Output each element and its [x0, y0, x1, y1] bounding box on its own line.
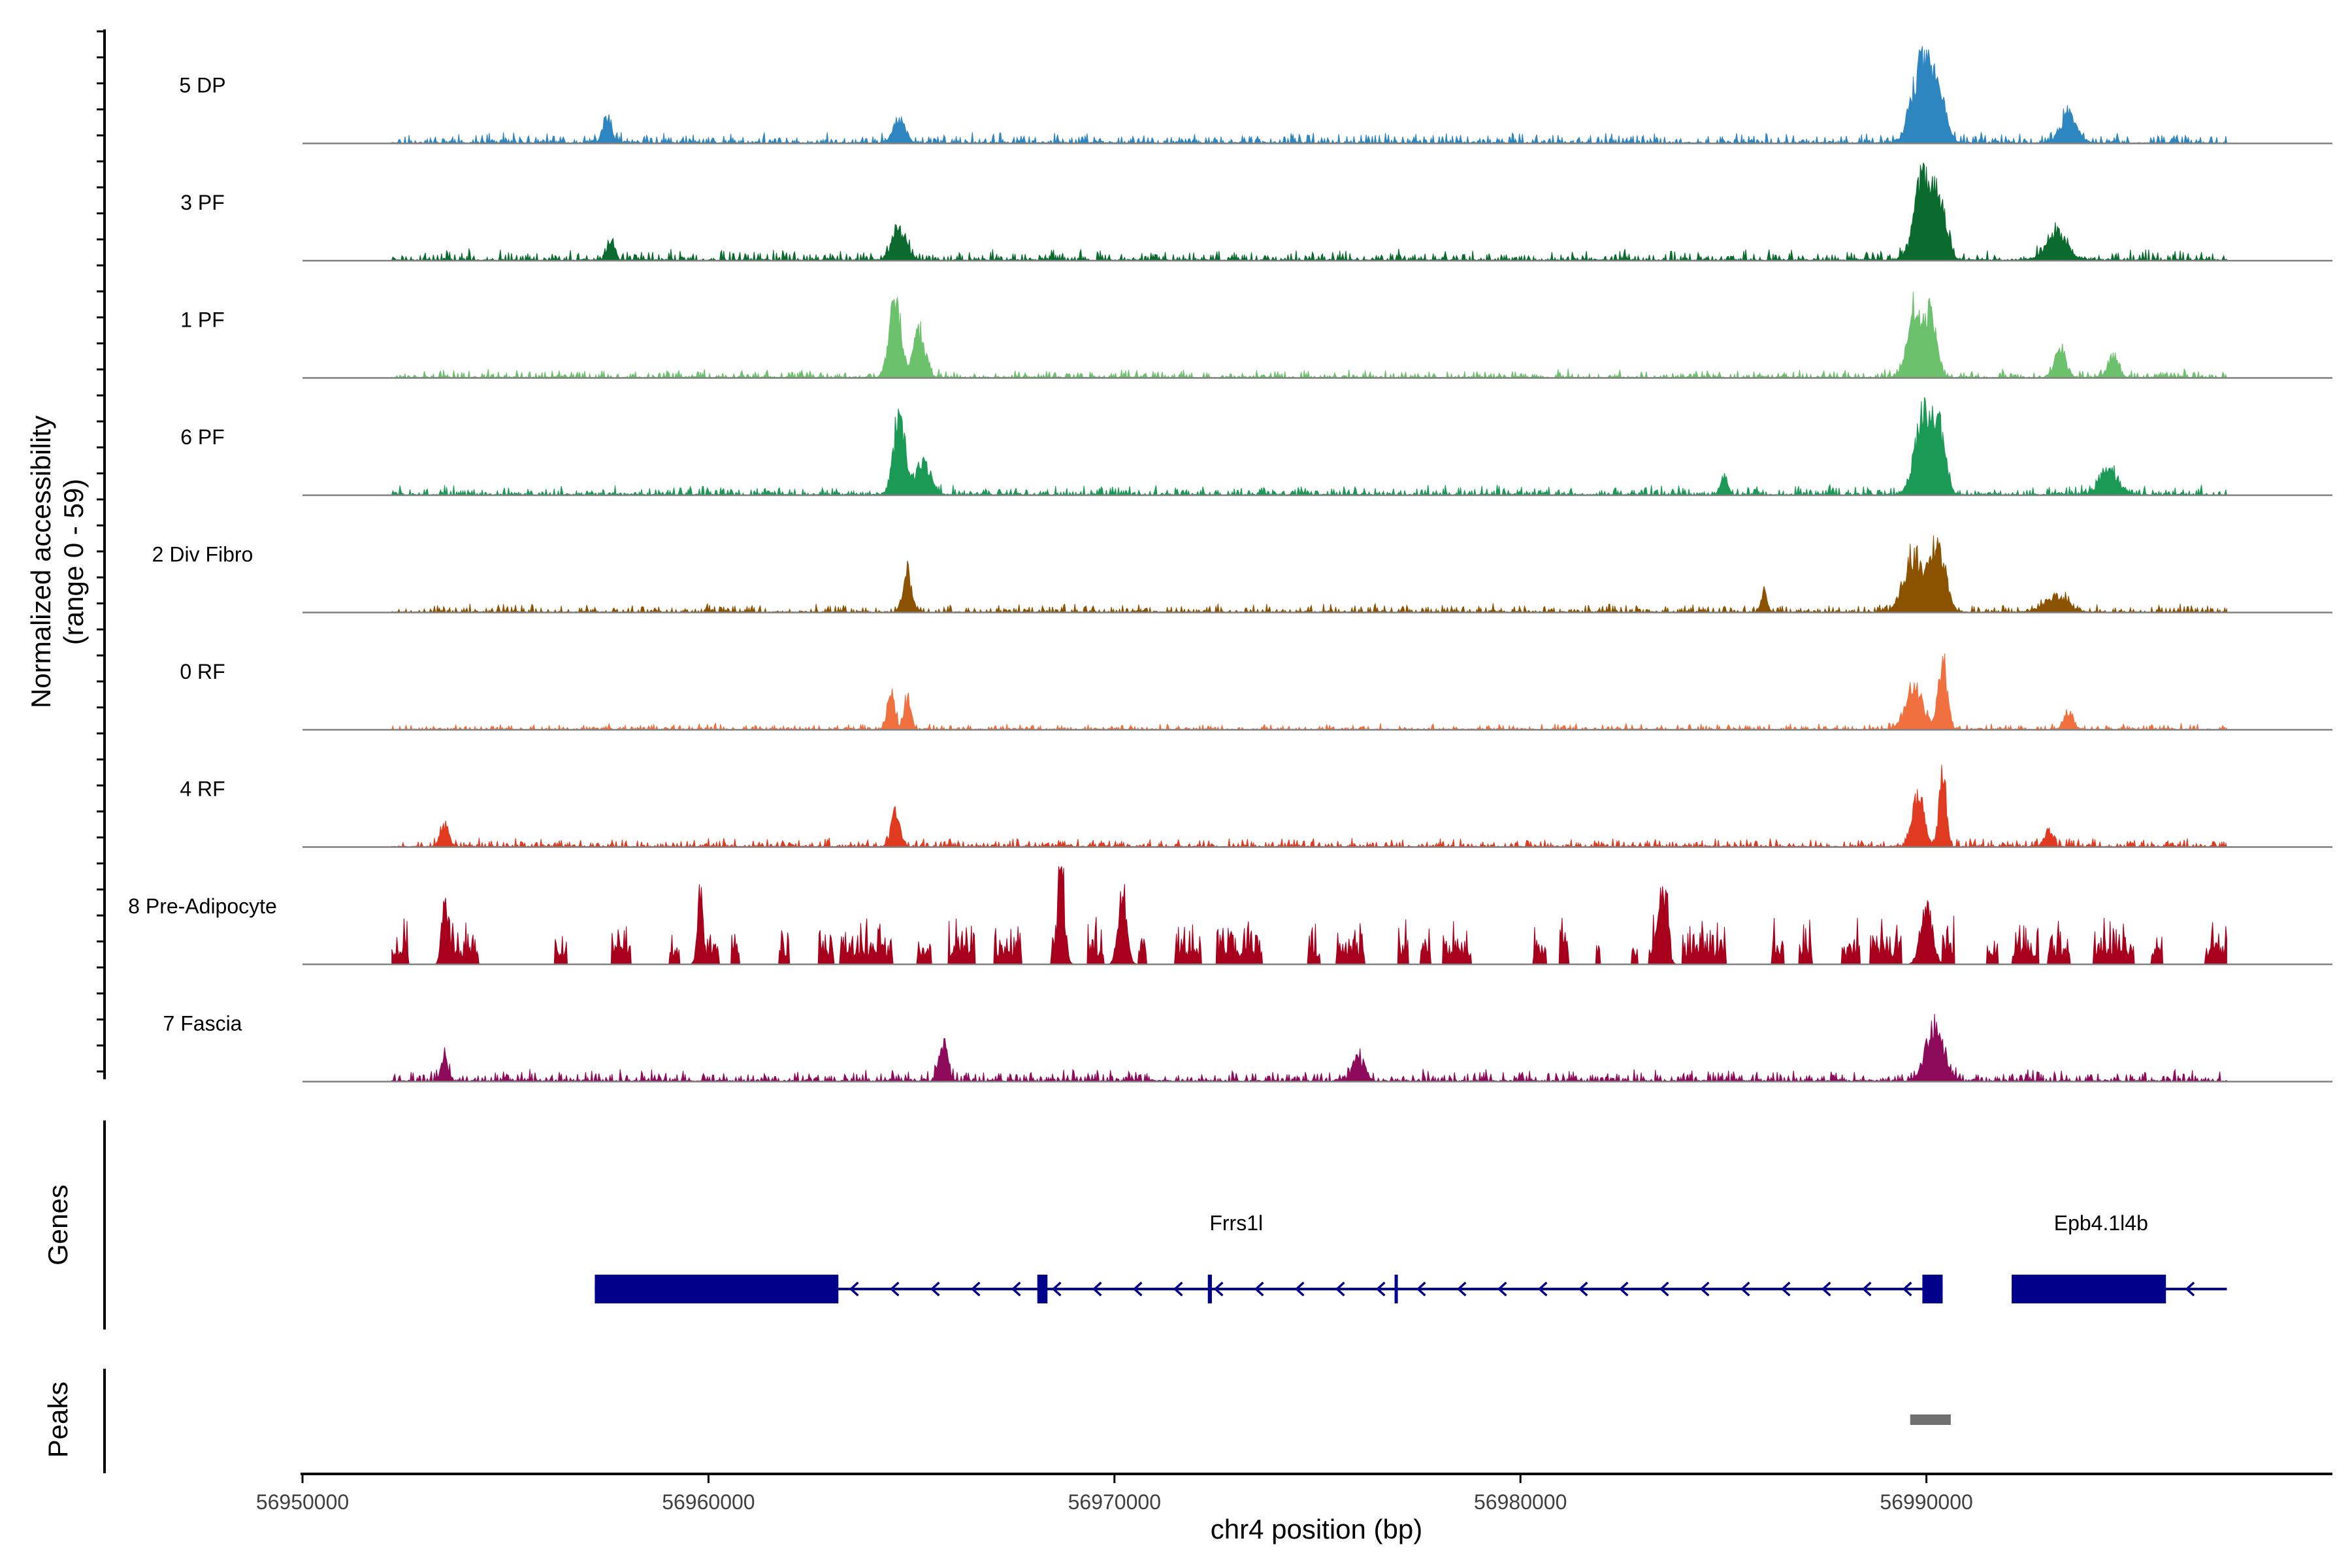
- strand-arrow: [1902, 1281, 1912, 1297]
- x-tick-label: 56980000: [1474, 1490, 1567, 1514]
- gene-name: Epb4.1l4b: [2054, 1211, 2148, 1235]
- track-7: 8 Pre-Adipocyte: [128, 866, 2332, 966]
- strand-arrow: [930, 1281, 940, 1297]
- gene-exon: [1207, 1275, 1212, 1303]
- gene-annotations: Frrs1l Epb4.1l4b: [595, 1211, 2227, 1303]
- strand-arrow: [2185, 1281, 2195, 1297]
- track-2: 1 PF: [180, 291, 2332, 380]
- x-tick-label: 56970000: [1068, 1490, 1161, 1514]
- track-8: 7 Fascia: [163, 1012, 2332, 1083]
- strand-arrow: [1821, 1281, 1831, 1297]
- strand-arrow: [1375, 1281, 1386, 1297]
- coverage-tracks: 5 DP 3 PF 1 PF 6 PF 2 Div Fibro 0 RF 4 RF 8 Pre…: [128, 46, 2332, 1083]
- gene-exon: [1394, 1275, 1398, 1303]
- strand-arrow: [1254, 1281, 1264, 1297]
- strand-arrow: [1011, 1281, 1021, 1297]
- track-label: 1 PF: [180, 308, 225, 332]
- gene-0: Frrs1l: [595, 1211, 1943, 1303]
- strand-arrow: [1578, 1281, 1588, 1297]
- coverage-area: [391, 535, 2227, 614]
- peak-region-bar: [1910, 1414, 1951, 1425]
- track-3: 6 PF: [180, 397, 2332, 497]
- strand-arrow: [889, 1281, 900, 1297]
- y-axis-title: Normalized accessibility (range 0 - 59): [25, 416, 89, 708]
- track-label: 8 Pre-Adipocyte: [128, 894, 277, 918]
- track-label: 5 DP: [179, 74, 225, 97]
- track-label: 3 PF: [180, 191, 225, 214]
- track-5: 0 RF: [180, 653, 2332, 731]
- strand-arrow: [1780, 1281, 1791, 1297]
- strand-arrow: [1497, 1281, 1507, 1297]
- peak-regions: [1910, 1414, 1951, 1425]
- strand-arrow: [1213, 1281, 1224, 1297]
- strand-arrow: [1051, 1281, 1062, 1297]
- genes-panel-label: Genes: [42, 1184, 73, 1266]
- x-tick-label: 56950000: [256, 1490, 349, 1514]
- peaks-panel-label: Peaks: [42, 1382, 73, 1458]
- strand-arrow: [1092, 1281, 1102, 1297]
- y-axis-title-line1: Normalized accessibility: [25, 416, 56, 708]
- track-0: 5 DP: [179, 46, 2332, 145]
- strand-arrow: [1861, 1281, 1872, 1297]
- strand-arrow: [1132, 1281, 1143, 1297]
- gene-exon: [1037, 1275, 1048, 1303]
- coverage-area: [391, 764, 2227, 849]
- strand-arrow: [1699, 1281, 1710, 1297]
- x-tick-label: 56990000: [1880, 1490, 1972, 1514]
- coverage-area: [391, 397, 2227, 497]
- strand-arrow: [849, 1281, 859, 1297]
- strand-arrow: [1740, 1281, 1750, 1297]
- coverage-area: [391, 291, 2227, 380]
- track-label: 6 PF: [180, 425, 225, 449]
- track-4: 2 Div Fibro: [152, 535, 2332, 614]
- track-6: 4 RF: [180, 764, 2332, 849]
- track-label: 7 Fascia: [163, 1012, 242, 1036]
- coverage-y-axis-ticks: [97, 30, 105, 1073]
- gene-exon: [595, 1275, 839, 1303]
- strand-arrow: [1416, 1281, 1426, 1297]
- track-1: 3 PF: [180, 162, 2332, 262]
- strand-arrow: [970, 1281, 981, 1297]
- track-label: 2 Div Fibro: [152, 543, 253, 566]
- strand-arrow: [1456, 1281, 1467, 1297]
- x-axis-ticks: 56950000 56960000 56970000 56980000 56990000: [256, 1474, 1973, 1514]
- coverage-area: [391, 1013, 2227, 1083]
- strand-arrow: [1537, 1281, 1548, 1297]
- strand-arrow: [1618, 1281, 1629, 1297]
- gene-name: Frrs1l: [1209, 1211, 1263, 1235]
- x-axis-title: chr4 position (bp): [1211, 1514, 1423, 1544]
- y-axis-title-line2: (range 0 - 59): [58, 479, 89, 645]
- strand-arrow: [1335, 1281, 1345, 1297]
- coverage-area: [391, 653, 2227, 731]
- strand-arrow: [1294, 1281, 1305, 1297]
- gene-1: Epb4.1l4b: [2012, 1211, 2227, 1303]
- gene-exon: [1922, 1275, 1943, 1303]
- x-tick-label: 56960000: [662, 1490, 755, 1514]
- track-label: 0 RF: [180, 660, 225, 683]
- coverage-area: [391, 866, 2227, 965]
- coverage-area: [391, 162, 2227, 262]
- strand-arrow: [1659, 1281, 1669, 1297]
- coverage-area: [391, 46, 2227, 145]
- track-label: 4 RF: [180, 777, 225, 801]
- strand-arrow: [1173, 1281, 1183, 1297]
- gene-exon: [2012, 1275, 2166, 1303]
